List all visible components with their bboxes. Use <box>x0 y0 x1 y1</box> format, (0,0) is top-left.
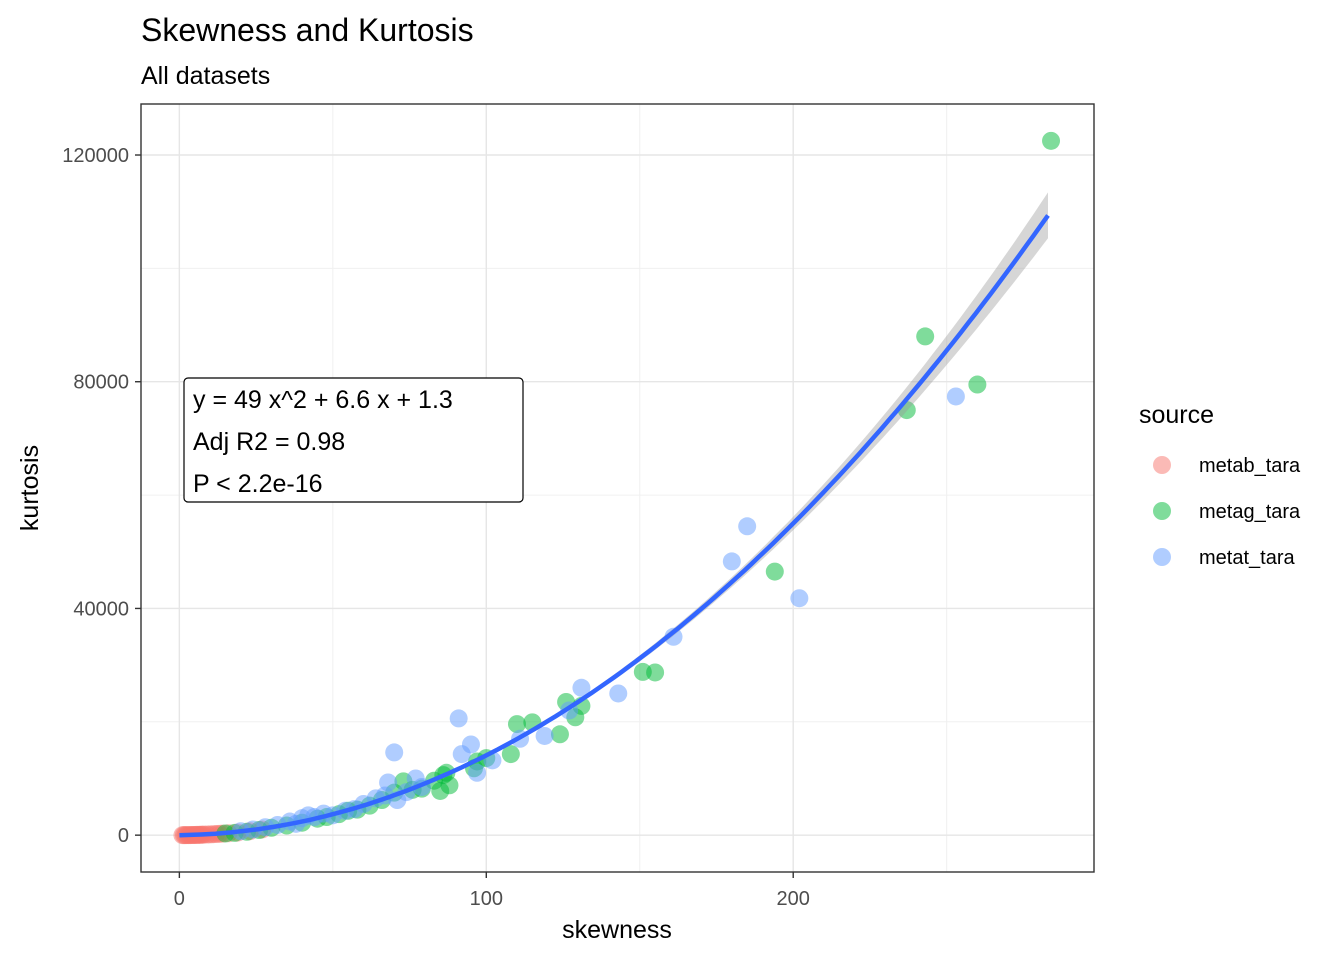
point-metag-tara <box>646 663 665 682</box>
legend-key-metag-tara <box>1153 502 1171 520</box>
point-metat-tara <box>449 709 468 728</box>
legend-label-metag-tara: metag_tara <box>1199 501 1301 523</box>
fit-line <box>179 214 1050 838</box>
point-metat-tara <box>790 589 809 608</box>
x-tick-label: 200 <box>777 888 810 910</box>
legend-item-metab-tara: metab_tara <box>1153 455 1301 477</box>
legend-title: source <box>1139 401 1214 429</box>
point-metat-tara <box>535 726 554 745</box>
chart-subtitle: All datasets <box>141 62 270 90</box>
equation-line: y = 49 x^2 + 6.6 x + 1.3 <box>193 386 453 414</box>
point-metat-tara <box>738 517 757 536</box>
y-axis-ticks: 0 40000 80000 120000 <box>62 145 141 847</box>
legend-label-metab-tara: metab_tara <box>1199 455 1301 477</box>
point-metat-tara <box>664 627 683 646</box>
y-tick-label: 120000 <box>62 145 129 167</box>
point-metat-tara <box>722 552 741 571</box>
point-metat-tara <box>379 773 398 792</box>
legend-label-metat-tara: metat_tara <box>1199 547 1295 569</box>
legend: source metab_tara metag_tara metat_tara <box>1139 401 1301 569</box>
y-tick-label: 0 <box>118 825 129 847</box>
x-axis-ticks: 0 100 200 <box>174 872 810 910</box>
legend-item-metag-tara: metag_tara <box>1153 501 1301 523</box>
point-metag-tara <box>501 745 520 764</box>
point-metag-tara <box>916 327 935 346</box>
major-gridlines <box>141 104 1094 872</box>
y-axis-title: kurtosis <box>16 445 44 531</box>
point-metag-tara <box>968 375 987 394</box>
chart-title: Skewness and Kurtosis <box>141 12 474 48</box>
y-tick-label: 80000 <box>73 372 129 394</box>
minor-gridlines <box>141 104 1094 872</box>
plot-border <box>140 103 1095 873</box>
point-metat-tara <box>609 684 628 703</box>
legend-key-metat-tara <box>1153 548 1171 566</box>
point-metag-tara <box>765 562 784 581</box>
point-metat-tara <box>461 735 480 754</box>
equation-box-frame <box>183 377 524 503</box>
x-tick-label: 0 <box>174 888 185 910</box>
point-metat-tara <box>572 678 591 697</box>
point-metag-tara <box>550 725 569 744</box>
legend-item-metat-tara: metat_tara <box>1153 547 1295 569</box>
x-tick-label: 100 <box>470 888 503 910</box>
point-metat-tara <box>385 743 404 762</box>
point-metag-tara <box>1042 131 1061 150</box>
adj-r2-line: Adj R2 = 0.98 <box>193 428 345 456</box>
point-metag-tara <box>440 776 459 795</box>
p-value-line: P < 2.2e-16 <box>193 470 323 498</box>
regression-equation-box: y = 49 x^2 + 6.6 x + 1.3 Adj R2 = 0.98 P… <box>183 377 524 503</box>
point-metat-tara <box>468 763 487 782</box>
legend-key-metab-tara <box>1153 456 1171 474</box>
fit-layer <box>179 192 1050 838</box>
point-metag-tara <box>507 715 526 734</box>
point-metat-tara <box>946 387 965 406</box>
x-axis-title: skewness <box>562 916 672 944</box>
y-tick-label: 40000 <box>73 598 129 620</box>
